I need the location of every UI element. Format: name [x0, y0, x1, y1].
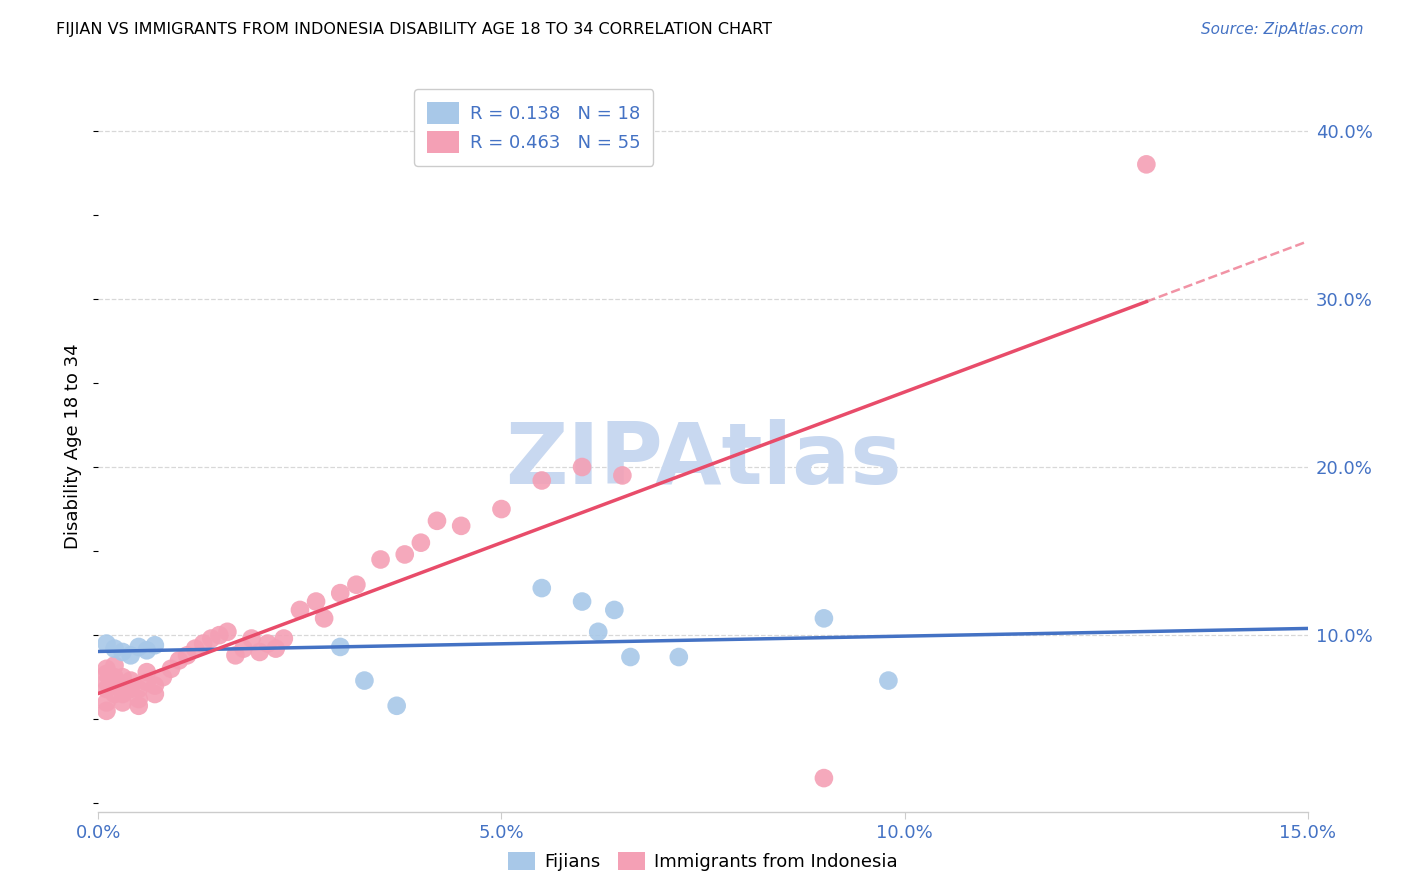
Point — [530, 581, 553, 595]
Point — [353, 673, 375, 688]
Text: FIJIAN VS IMMIGRANTS FROM INDONESIA DISABILITY AGE 18 TO 34 CORRELATION CHART: FIJIAN VS IMMIGRANTS FROM INDONESIA DISA… — [56, 22, 772, 37]
Point — [256, 636, 278, 650]
Point — [143, 687, 166, 701]
Point — [103, 641, 125, 656]
Point — [329, 586, 352, 600]
Point — [409, 535, 432, 549]
Point — [103, 687, 125, 701]
Point — [571, 460, 593, 475]
Point — [111, 687, 134, 701]
Point — [96, 675, 118, 690]
Point — [103, 658, 125, 673]
Point — [120, 648, 142, 663]
Point — [619, 650, 641, 665]
Point — [96, 666, 118, 681]
Point — [96, 695, 118, 709]
Point — [184, 641, 207, 656]
Point — [217, 624, 239, 639]
Text: ZIPAtlas: ZIPAtlas — [505, 419, 901, 502]
Y-axis label: Disability Age 18 to 34: Disability Age 18 to 34 — [65, 343, 83, 549]
Point — [813, 771, 835, 785]
Point — [160, 662, 183, 676]
Point — [96, 662, 118, 676]
Point — [813, 611, 835, 625]
Point — [128, 698, 150, 713]
Point — [586, 624, 609, 639]
Point — [612, 468, 634, 483]
Point — [103, 679, 125, 693]
Point — [135, 665, 157, 680]
Point — [385, 698, 408, 713]
Point — [96, 704, 118, 718]
Point — [200, 632, 222, 646]
Point — [193, 636, 215, 650]
Text: Source: ZipAtlas.com: Source: ZipAtlas.com — [1201, 22, 1364, 37]
Point — [232, 641, 254, 656]
Point — [450, 519, 472, 533]
Point — [143, 679, 166, 693]
Point — [111, 695, 134, 709]
Point — [135, 675, 157, 690]
Point — [426, 514, 449, 528]
Point — [273, 632, 295, 646]
Point — [305, 594, 328, 608]
Point — [135, 643, 157, 657]
Point — [96, 636, 118, 650]
Point — [370, 552, 392, 566]
Point — [208, 628, 231, 642]
Point — [249, 645, 271, 659]
Legend: R = 0.138   N = 18, R = 0.463   N = 55: R = 0.138 N = 18, R = 0.463 N = 55 — [415, 89, 654, 166]
Legend: Fijians, Immigrants from Indonesia: Fijians, Immigrants from Indonesia — [501, 845, 905, 879]
Point — [176, 648, 198, 663]
Point — [128, 681, 150, 696]
Point — [877, 673, 900, 688]
Point — [128, 692, 150, 706]
Point — [571, 594, 593, 608]
Point — [167, 653, 190, 667]
Point — [143, 638, 166, 652]
Point — [128, 640, 150, 654]
Point — [120, 673, 142, 688]
Point — [668, 650, 690, 665]
Point — [96, 681, 118, 696]
Point — [344, 578, 367, 592]
Point — [329, 640, 352, 654]
Point — [224, 648, 246, 663]
Point — [111, 679, 134, 693]
Point — [152, 670, 174, 684]
Point — [120, 681, 142, 696]
Point — [394, 548, 416, 562]
Point — [103, 670, 125, 684]
Point — [111, 670, 134, 684]
Point — [603, 603, 626, 617]
Point — [530, 474, 553, 488]
Point — [111, 645, 134, 659]
Point — [314, 611, 336, 625]
Point — [240, 632, 263, 646]
Point — [491, 502, 513, 516]
Point — [288, 603, 311, 617]
Point — [264, 641, 287, 656]
Point — [1135, 157, 1157, 171]
